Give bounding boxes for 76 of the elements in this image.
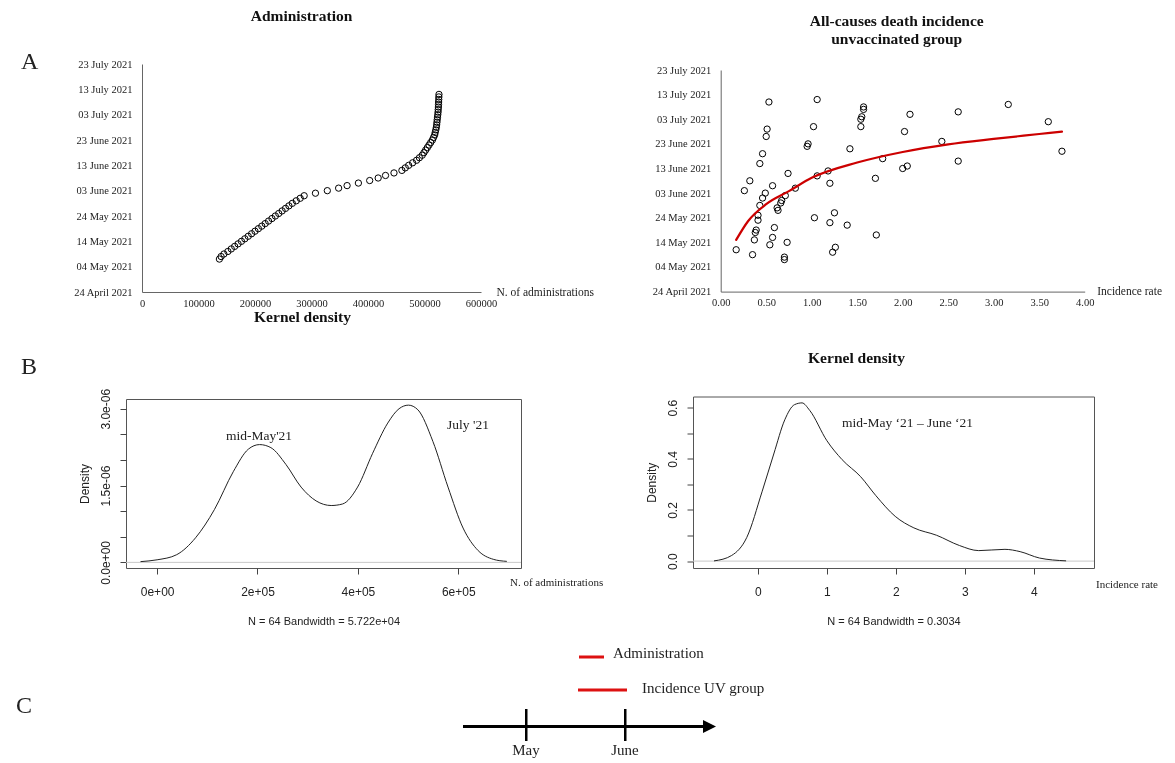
x-tick-label: 500000	[409, 297, 441, 309]
x-tick-label: 100000	[183, 297, 215, 309]
text: A	[21, 48, 39, 74]
text: B	[21, 353, 38, 379]
y-tick-label: 24 May 2021	[655, 212, 712, 224]
y-tick-label: 03 July 2021	[78, 109, 133, 121]
y-tick-label: 1.5e-06	[98, 465, 113, 507]
y-tick-label: 04 May 2021	[655, 261, 712, 273]
y-tick-label: 0.0e+00	[98, 540, 113, 585]
y-tick-label: 23 June 2021	[655, 138, 712, 150]
y-tick-label: 23 June 2021	[76, 134, 133, 146]
x-tick-label: 4.00	[1076, 297, 1095, 309]
x-tick-label: 6e+05	[441, 584, 476, 599]
y-tick-label: 04 May 2021	[76, 261, 133, 273]
x-tick-label: 1.00	[803, 297, 822, 309]
y-tick-label: 23 July 2021	[78, 58, 133, 70]
x-tick-label: 0	[139, 297, 146, 309]
y-axis-title: Density	[77, 463, 92, 505]
x-tick-label: 3	[962, 584, 970, 599]
x-axis-title: N. of administrations	[496, 285, 595, 298]
y-tick-label: 0.0	[665, 552, 680, 570]
x-tick-label: 2.00	[894, 297, 913, 309]
y-tick-label: 13 June 2021	[655, 162, 712, 174]
y-tick-label: 03 July 2021	[656, 113, 712, 125]
chart-title: Administration	[250, 6, 353, 24]
x-tick-label: 4	[1031, 584, 1039, 599]
x-tick-label: 3.00	[985, 297, 1004, 309]
x-tick-label: 600000	[465, 297, 498, 309]
text: May	[512, 742, 540, 759]
x-tick-label: 1.50	[848, 297, 867, 309]
text: Incidence rate	[1096, 578, 1159, 590]
x-tick-label: 300000	[296, 297, 328, 309]
x-tick-label: 4e+05	[341, 584, 376, 599]
y-tick-label: 0.2	[665, 501, 680, 519]
y-tick-label: 13 July 2021	[78, 83, 133, 95]
x-tick-label: 0.50	[757, 297, 776, 309]
x-axis-title: N = 64 Bandwidth = 5.722e+04	[248, 614, 400, 627]
text: Administration	[613, 645, 704, 662]
x-tick-label: 200000	[239, 297, 272, 309]
x-tick-label: 0e+00	[140, 584, 175, 599]
y-tick-label: 03 June 2021	[76, 185, 133, 197]
text: Incidence UV group	[642, 680, 765, 697]
x-tick-label: 2	[893, 584, 901, 599]
y-tick-label: 14 May 2021	[76, 235, 133, 247]
line-series	[140, 404, 507, 563]
y-tick-label: 03 June 2021	[655, 187, 712, 199]
y-tick-label: 13 June 2021	[76, 159, 133, 171]
text: C	[16, 692, 33, 719]
x-tick-label: 3.50	[1030, 297, 1049, 309]
y-tick-label: 24 April 2021	[74, 286, 133, 298]
annotation: mid-May ‘21 – June ‘21	[841, 415, 974, 431]
y-tick-label: 23 July 2021	[656, 64, 712, 76]
x-tick-label: 1	[824, 584, 832, 599]
line-series	[713, 402, 1067, 562]
x-tick-label: 2e+05	[241, 584, 276, 599]
annotation: mid-May'21	[225, 427, 293, 443]
y-tick-label: 0.6	[665, 399, 680, 417]
y-tick-label: 0.4	[665, 450, 680, 468]
y-tick-label: 13 July 2021	[656, 89, 712, 101]
x-tick-label: 2.50	[939, 297, 958, 309]
y-axis-title: Density	[644, 462, 659, 503]
x-tick-label: 400000	[352, 297, 385, 309]
y-tick-label: 24 April 2021	[652, 286, 712, 298]
text: June	[611, 742, 639, 759]
chart-title: All-causes death incidence unvaccinated group	[809, 12, 984, 47]
x-axis-title: Incidence rate	[1097, 285, 1163, 298]
chart-title: Kernel density	[254, 307, 352, 325]
x-tick-label: 0	[755, 584, 763, 599]
y-tick-label: 3.0e-06	[98, 388, 113, 430]
chart-title: Kernel density	[808, 349, 906, 366]
y-tick-label: 14 May 2021	[655, 236, 712, 248]
x-tick-label: 0.00	[712, 297, 731, 309]
text: N. of administrations	[510, 576, 604, 588]
y-tick-label: 24 May 2021	[76, 210, 133, 222]
x-axis-title: N = 64 Bandwidth = 0.3034	[827, 614, 961, 627]
annotation: July '21	[447, 417, 489, 433]
